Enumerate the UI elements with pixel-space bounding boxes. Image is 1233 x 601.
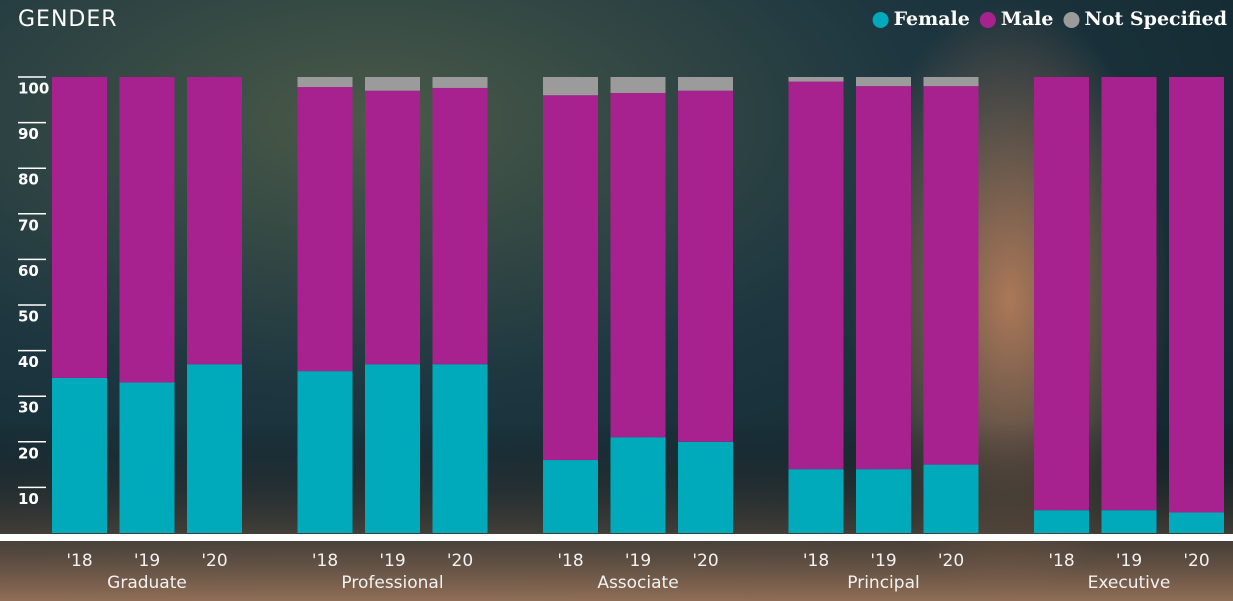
y-tick-label: 60 xyxy=(18,262,39,280)
x-tick-label: '20 xyxy=(201,551,227,571)
bar-segment xyxy=(923,464,979,533)
group-label: Associate xyxy=(597,573,678,593)
x-tick-label: '19 xyxy=(134,551,160,571)
bar-segment xyxy=(432,77,488,88)
x-tick-label: '19 xyxy=(379,551,405,571)
bar-segment xyxy=(52,77,107,378)
x-tick-label: '18 xyxy=(1048,551,1074,571)
y-tick-label: 70 xyxy=(18,216,39,234)
legend-label: Female xyxy=(894,8,970,30)
bar-segment xyxy=(678,77,733,91)
legend-swatch xyxy=(872,12,889,28)
y-tick-label: 30 xyxy=(18,399,39,417)
bar-segment xyxy=(187,364,242,533)
bar-segment xyxy=(610,77,666,93)
bar-segment xyxy=(856,469,911,533)
group-label: Graduate xyxy=(107,573,187,593)
bar-segment xyxy=(365,77,420,91)
y-tick-label: 100 xyxy=(18,80,49,98)
y-tick-label: 80 xyxy=(18,171,39,189)
y-tick-label: 40 xyxy=(18,353,39,371)
bar-segment xyxy=(297,77,353,88)
x-tick-label: '18 xyxy=(803,551,829,571)
y-tick-label: 50 xyxy=(18,308,39,326)
bar-segment xyxy=(678,90,733,442)
bar-segment xyxy=(432,87,488,365)
bar-segment xyxy=(1169,77,1224,513)
bar-segment xyxy=(678,441,733,533)
bar-segment xyxy=(432,364,488,533)
bar-segment xyxy=(856,86,911,470)
bar-segment xyxy=(187,77,242,365)
bar-segment xyxy=(365,364,420,533)
x-tick-label: '20 xyxy=(447,551,473,571)
bar-segment xyxy=(610,437,666,533)
x-tick-label: '19 xyxy=(1116,551,1142,571)
x-tick-label: '18 xyxy=(66,551,92,571)
x-tick-label: '20 xyxy=(692,551,718,571)
bar-segment xyxy=(923,77,979,87)
group-label: Professional xyxy=(341,573,443,593)
bar-segment xyxy=(1101,77,1157,511)
bar-segment xyxy=(543,77,598,96)
bar-segment xyxy=(297,371,353,533)
y-tick-label: 90 xyxy=(18,125,39,143)
chart-title: GENDER xyxy=(18,7,118,32)
group-label: Executive xyxy=(1088,573,1171,593)
x-tick-label: '18 xyxy=(557,551,583,571)
bar-segment xyxy=(923,86,979,465)
x-tick-label: '19 xyxy=(870,551,896,571)
legend-label: Male xyxy=(1001,8,1054,30)
y-tick-label: 10 xyxy=(18,490,39,508)
bar-segment xyxy=(1034,510,1089,533)
bar-segment xyxy=(1169,512,1224,533)
y-tick-label: 20 xyxy=(18,444,39,462)
bar-segment xyxy=(297,87,353,372)
bar-segment xyxy=(788,77,844,82)
bar-segment xyxy=(543,460,598,533)
bar-segment xyxy=(856,77,911,87)
bar-segment xyxy=(365,90,420,365)
legend-swatch xyxy=(1063,12,1080,28)
group-label: Principal xyxy=(847,573,919,593)
bar-segment xyxy=(788,81,844,470)
x-tick-label: '20 xyxy=(938,551,964,571)
bar-segment xyxy=(119,382,175,533)
bar-segment xyxy=(543,95,598,461)
x-tick-label: '18 xyxy=(312,551,338,571)
bar-segment xyxy=(1034,77,1089,511)
bar-segment xyxy=(610,92,666,438)
x-tick-label: '19 xyxy=(625,551,651,571)
legend-swatch xyxy=(979,12,996,28)
bar-segment xyxy=(52,377,107,533)
bar-segment xyxy=(788,469,844,533)
legend-label: Not Specified xyxy=(1085,8,1228,30)
bar-segment xyxy=(119,77,175,383)
x-tick-label: '20 xyxy=(1183,551,1209,571)
baseline xyxy=(0,534,1233,541)
bar-segment xyxy=(1101,510,1157,533)
